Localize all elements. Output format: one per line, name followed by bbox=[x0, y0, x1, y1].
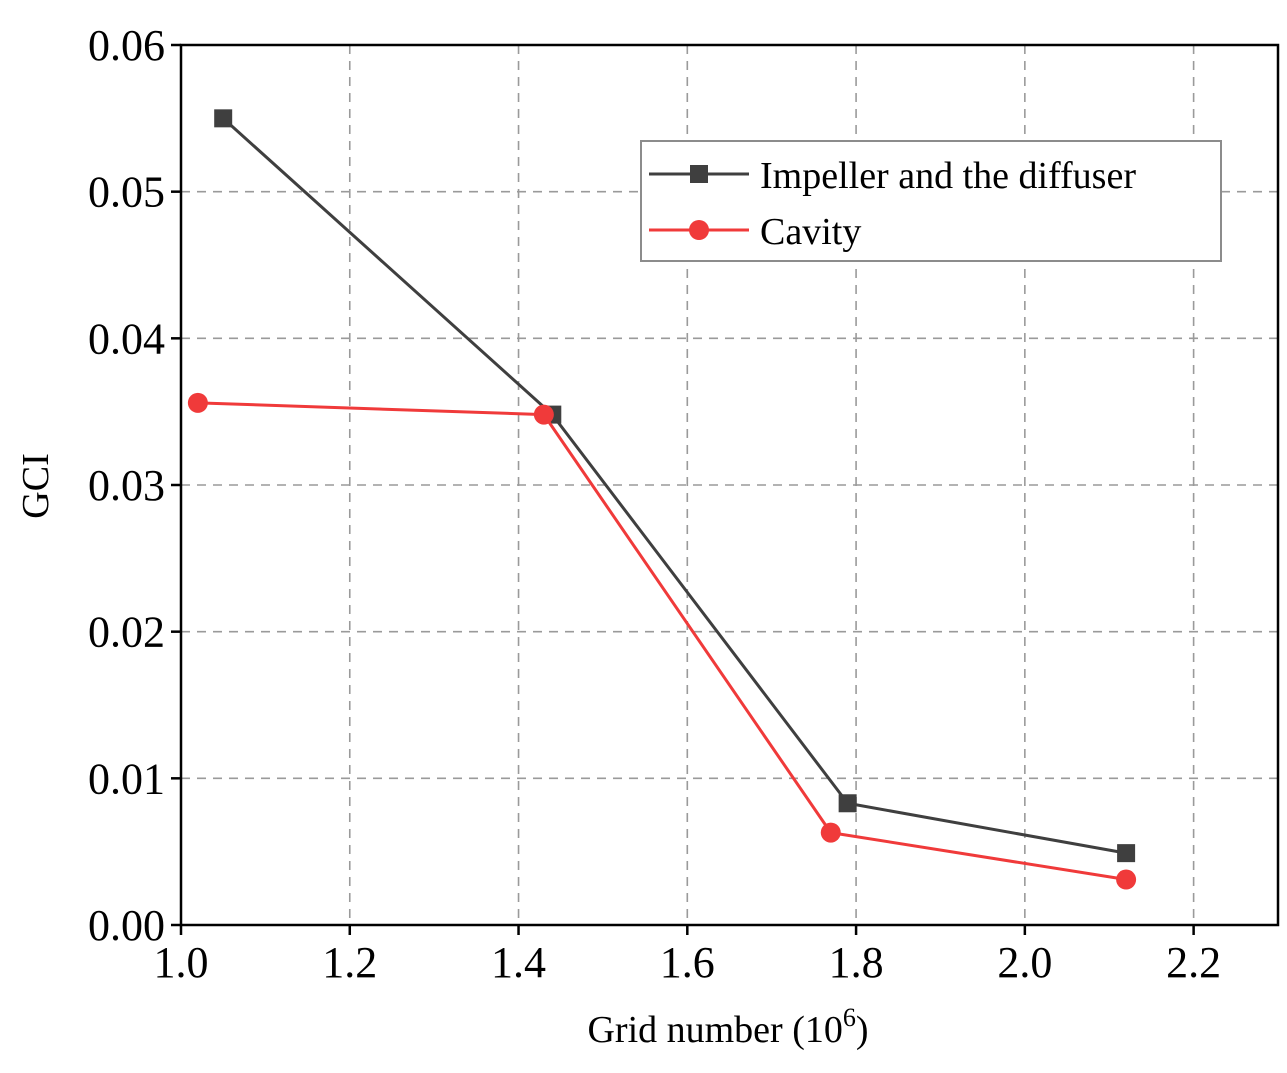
data-point-square bbox=[1117, 844, 1136, 863]
x-tick-label: 2.0 bbox=[997, 938, 1052, 987]
series-line bbox=[222, 117, 1127, 855]
y-tick-label: 0.01 bbox=[88, 754, 165, 803]
legend-marker-circle bbox=[689, 220, 709, 240]
legend-label-cavity: Cavity bbox=[760, 211, 861, 253]
x-tick-labels: 1.0 1.2 1.4 1.6 1.8 2.0 2.2 bbox=[154, 938, 1222, 987]
data-point-circle bbox=[533, 404, 554, 425]
x-axis-title-close: ) bbox=[856, 1009, 869, 1051]
x-tick-label: 1.4 bbox=[491, 938, 546, 987]
data-point-circle bbox=[1116, 869, 1137, 890]
data-point-circle bbox=[187, 392, 208, 413]
x-axis-title: Grid number (106) bbox=[587, 1003, 868, 1051]
y-axis-title: GCI bbox=[15, 453, 57, 518]
x-tick-label: 1.0 bbox=[154, 938, 209, 987]
x-tick-label: 2.2 bbox=[1166, 938, 1221, 987]
y-tick-label: 0.05 bbox=[88, 168, 165, 217]
y-tick-label: 0.04 bbox=[88, 314, 165, 363]
axis-ticks bbox=[171, 43, 1195, 935]
y-tick-label: 0.06 bbox=[88, 21, 165, 70]
legend: Impeller and the diffuser Cavity bbox=[640, 140, 1222, 262]
legend-marker-square bbox=[690, 165, 708, 183]
series-line bbox=[197, 401, 1127, 882]
data-point-circle bbox=[820, 822, 841, 843]
x-axis-title-text: Grid number (10 bbox=[587, 1009, 842, 1051]
legend-label-impeller: Impeller and the diffuser bbox=[760, 155, 1136, 197]
x-axis-title-exponent: 6 bbox=[843, 1003, 856, 1032]
series-1 bbox=[187, 392, 1137, 890]
legend-item-cavity: Cavity bbox=[649, 211, 861, 253]
data-point-square bbox=[838, 794, 857, 813]
y-tick-label: 0.03 bbox=[88, 461, 165, 510]
legend-item-impeller: Impeller and the diffuser bbox=[649, 155, 1136, 197]
series-layer bbox=[187, 109, 1137, 890]
x-tick-label: 1.2 bbox=[322, 938, 377, 987]
legend-box bbox=[640, 140, 1222, 262]
data-point-square bbox=[214, 109, 233, 128]
x-tick-label: 1.8 bbox=[829, 938, 884, 987]
y-tick-labels: 0.00 0.01 0.02 0.03 0.04 0.05 0.06 bbox=[88, 21, 165, 950]
x-tick-label: 1.6 bbox=[660, 938, 715, 987]
y-tick-label: 0.02 bbox=[88, 608, 165, 657]
y-tick-label: 0.00 bbox=[88, 901, 165, 950]
